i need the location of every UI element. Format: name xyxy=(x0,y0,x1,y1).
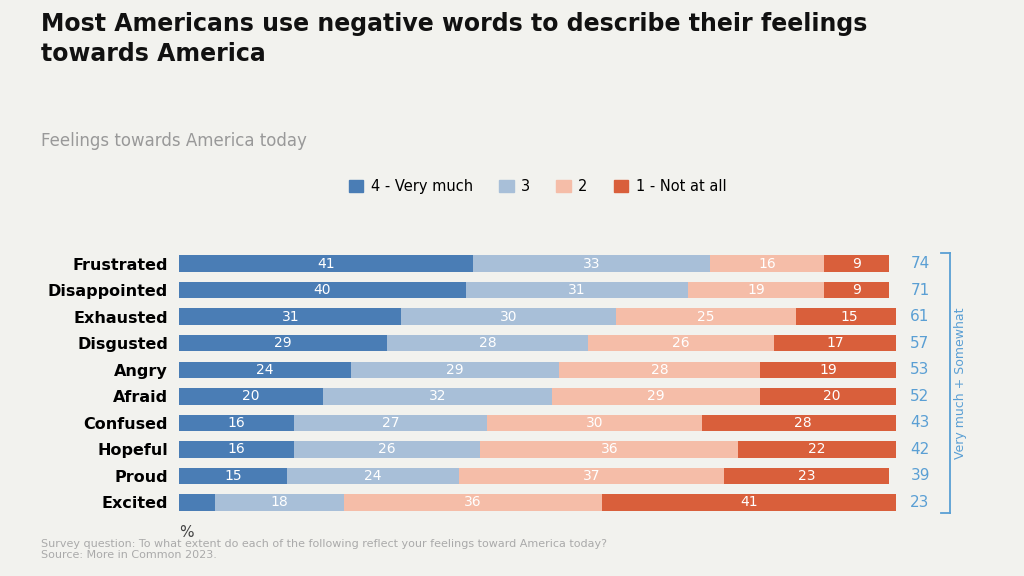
Text: 23: 23 xyxy=(910,495,930,510)
Text: 26: 26 xyxy=(672,336,690,350)
Text: Most Americans use negative words to describe their feelings
towards America: Most Americans use negative words to des… xyxy=(41,12,867,66)
Text: 15: 15 xyxy=(224,469,242,483)
Text: 16: 16 xyxy=(227,416,246,430)
Text: 20: 20 xyxy=(242,389,260,403)
Text: 53: 53 xyxy=(910,362,930,377)
Text: 33: 33 xyxy=(583,256,600,271)
Bar xyxy=(387,335,588,351)
Text: 28: 28 xyxy=(650,363,669,377)
Bar xyxy=(179,441,294,457)
Bar xyxy=(351,362,559,378)
Text: 26: 26 xyxy=(378,442,396,456)
Bar xyxy=(179,255,473,272)
Text: 19: 19 xyxy=(819,363,837,377)
Text: %: % xyxy=(179,525,194,540)
Text: 41: 41 xyxy=(317,256,335,271)
Text: 27: 27 xyxy=(382,416,399,430)
Bar xyxy=(796,309,903,325)
Text: 36: 36 xyxy=(600,442,618,456)
Bar xyxy=(401,309,616,325)
Text: 19: 19 xyxy=(748,283,765,297)
Bar xyxy=(724,468,889,484)
Bar xyxy=(287,468,459,484)
Bar xyxy=(559,362,760,378)
Text: 74: 74 xyxy=(910,256,930,271)
Text: 17: 17 xyxy=(826,336,844,350)
Text: 29: 29 xyxy=(446,363,464,377)
Bar xyxy=(824,255,889,272)
Bar xyxy=(552,388,760,404)
Bar xyxy=(710,255,824,272)
Bar xyxy=(760,388,903,404)
Text: 30: 30 xyxy=(586,416,604,430)
Bar xyxy=(179,282,466,298)
Text: 23: 23 xyxy=(798,469,815,483)
Text: 40: 40 xyxy=(313,283,332,297)
Bar xyxy=(487,415,702,431)
Text: 16: 16 xyxy=(227,442,246,456)
Text: 31: 31 xyxy=(568,283,586,297)
Bar xyxy=(179,494,215,511)
Bar xyxy=(688,282,824,298)
Text: 24: 24 xyxy=(256,363,274,377)
Bar xyxy=(480,441,738,457)
Text: 15: 15 xyxy=(841,310,858,324)
Text: Very much + Somewhat: Very much + Somewhat xyxy=(954,307,967,459)
Text: Feelings towards America today: Feelings towards America today xyxy=(41,132,307,150)
Text: 52: 52 xyxy=(910,389,930,404)
Bar xyxy=(179,388,323,404)
Bar xyxy=(179,415,294,431)
Text: 22: 22 xyxy=(808,442,826,456)
Bar xyxy=(738,441,896,457)
Bar xyxy=(179,468,287,484)
Text: 20: 20 xyxy=(822,389,841,403)
Text: 29: 29 xyxy=(647,389,665,403)
Text: 24: 24 xyxy=(364,469,382,483)
Legend: 4 - Very much, 3, 2, 1 - Not at all: 4 - Very much, 3, 2, 1 - Not at all xyxy=(349,179,726,194)
Bar xyxy=(179,335,387,351)
Text: 18: 18 xyxy=(270,495,289,510)
Text: 39: 39 xyxy=(910,468,930,483)
Text: 71: 71 xyxy=(910,283,930,298)
Text: 9: 9 xyxy=(852,256,861,271)
Bar xyxy=(344,494,602,511)
Text: 25: 25 xyxy=(697,310,715,324)
Bar xyxy=(179,362,351,378)
Bar xyxy=(473,255,710,272)
Text: 37: 37 xyxy=(583,469,600,483)
Bar xyxy=(459,468,724,484)
Text: 31: 31 xyxy=(282,310,299,324)
Text: 28: 28 xyxy=(794,416,812,430)
Bar xyxy=(294,441,480,457)
Bar xyxy=(602,494,896,511)
Text: 9: 9 xyxy=(852,283,861,297)
Text: 30: 30 xyxy=(500,310,518,324)
Text: 61: 61 xyxy=(910,309,930,324)
Bar xyxy=(323,388,552,404)
Text: 42: 42 xyxy=(910,442,930,457)
Bar xyxy=(774,335,896,351)
Text: 41: 41 xyxy=(740,495,758,510)
Text: 43: 43 xyxy=(910,415,930,430)
Bar xyxy=(294,415,487,431)
Text: 36: 36 xyxy=(464,495,482,510)
Text: 28: 28 xyxy=(478,336,497,350)
Bar xyxy=(179,309,401,325)
Text: 57: 57 xyxy=(910,336,930,351)
Bar xyxy=(702,415,903,431)
Text: Survey question: To what extent do each of the following reflect your feelings t: Survey question: To what extent do each … xyxy=(41,539,607,560)
Bar xyxy=(215,494,344,511)
Bar xyxy=(466,282,688,298)
Bar xyxy=(588,335,774,351)
Bar xyxy=(616,309,796,325)
Bar xyxy=(824,282,889,298)
Text: 32: 32 xyxy=(428,389,446,403)
Text: 29: 29 xyxy=(274,336,292,350)
Text: 16: 16 xyxy=(758,256,776,271)
Bar xyxy=(760,362,896,378)
